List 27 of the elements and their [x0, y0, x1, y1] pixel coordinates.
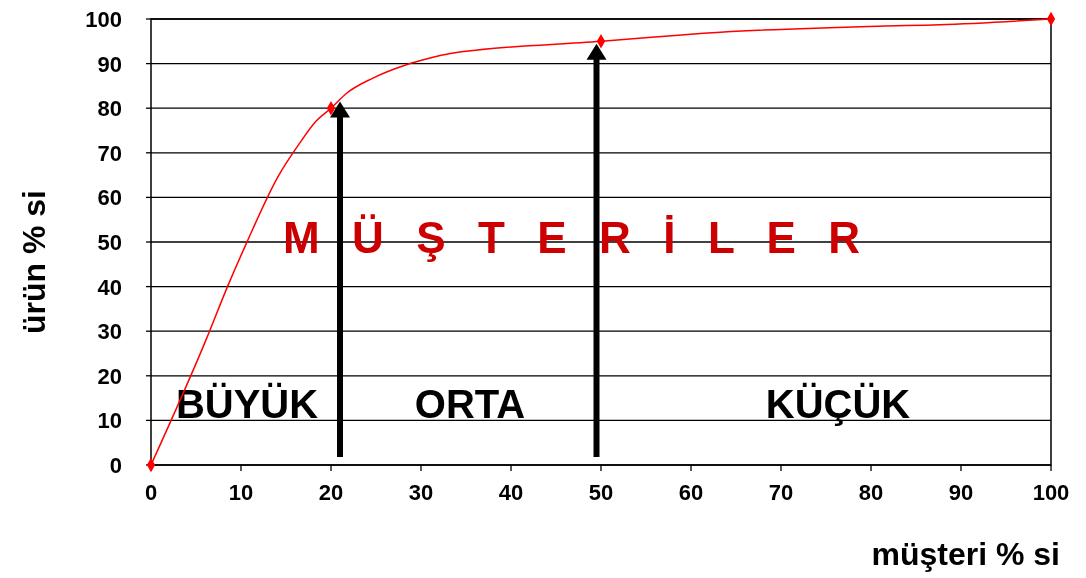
x-tick-label: 80 — [858, 480, 884, 505]
x-tick-label: 0 — [144, 480, 158, 505]
y-tick-label: 10 — [97, 408, 122, 434]
y-tick-label: 40 — [97, 274, 122, 300]
annotation: ORTA — [414, 382, 526, 426]
x-tick-label: 20 — [318, 480, 344, 505]
x-tick-label: 10 — [228, 480, 254, 505]
y-tick-label: 50 — [97, 230, 122, 255]
y-tick-label: 70 — [97, 140, 122, 166]
x-tick-label: 70 — [768, 480, 794, 505]
y-tick-label: 60 — [97, 185, 122, 211]
y-axis-title: ürün % si — [16, 189, 52, 335]
y-tick-label: 90 — [97, 51, 122, 77]
x-tick-label: 60 — [678, 480, 704, 505]
y-tick-label: 100 — [85, 7, 122, 32]
x-tick-label: 50 — [588, 480, 614, 505]
annotation: KÜÇÜK — [765, 382, 911, 426]
y-tick-label: 80 — [97, 96, 122, 122]
y-tick-label: 20 — [97, 363, 122, 389]
y-tick-label: 0 — [109, 453, 122, 478]
x-axis-title: müşteri % si — [871, 536, 1060, 572]
x-tick-label: 30 — [408, 480, 434, 505]
x-tick-label: 90 — [948, 480, 974, 505]
y-tick-label: 30 — [97, 319, 122, 345]
x-tick-label: 100 — [1032, 480, 1070, 505]
x-tick-label: 40 — [498, 480, 524, 505]
annotation: BÜYÜK — [175, 382, 319, 426]
